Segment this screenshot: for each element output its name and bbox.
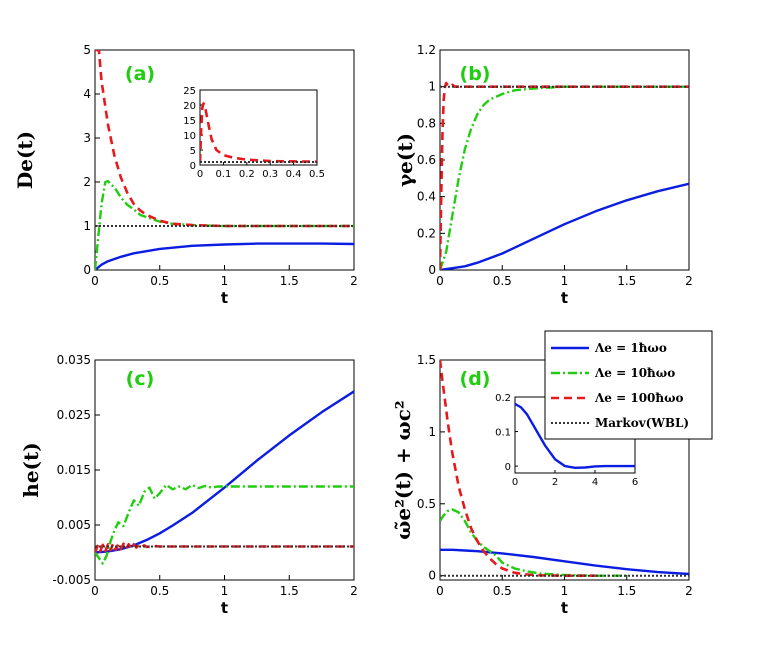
series-line-strong [440, 81, 689, 270]
x-tick-label: 0.5 [493, 274, 512, 288]
x-axis-label: t [561, 599, 568, 617]
inset-x-tick-label: 6 [632, 477, 638, 488]
legend: Λe = 1ħωo Λe = 10ħωo Λe = 100ħωo Markov(WBL… [544, 330, 713, 440]
x-tick-label: 0.5 [150, 584, 169, 598]
x-tick-label: 0 [91, 584, 99, 598]
panel-label: (a) [125, 63, 155, 85]
inset-y-tick-label: 25 [183, 86, 196, 97]
series-line-medium [95, 483, 354, 565]
inset-y-tick-label: 0 [190, 161, 196, 172]
y-axis-label: ω̃e²(t) + ωc² [391, 400, 415, 539]
y-tick-label: 0.035 [57, 353, 91, 367]
inset-x-tick-label: 0.4 [286, 169, 302, 180]
series-line-weak [440, 548, 689, 576]
x-tick-label: 0 [436, 584, 444, 598]
y-axis-label: he(t) [19, 442, 43, 497]
y-tick-label: 0.5 [417, 497, 436, 511]
y-tick-label: 0 [428, 569, 436, 583]
inset-x-tick-label: 2 [552, 477, 558, 488]
inset-y-tick-label: 20 [183, 101, 196, 112]
x-tick-label: 1 [221, 584, 229, 598]
x-tick-label: 1.5 [617, 584, 636, 598]
x-axis-label: t [561, 289, 568, 307]
legend-entry-label: Markov(WBL) [595, 416, 689, 430]
y-axis-label: γe(t) [393, 133, 417, 187]
y-tick-label: 1 [428, 425, 436, 439]
series-line-medium [440, 85, 689, 270]
y-tick-label: 1 [83, 219, 91, 233]
panel-label: (b) [460, 63, 491, 85]
y-axis-label: De(t) [13, 131, 37, 189]
y-tick-label: 1.2 [417, 43, 436, 57]
inset-plot: 0 0.1 0.2 0.3 0.4 0.5 0 5 10 15 20 25 [183, 86, 325, 180]
x-tick-label: 0.5 [150, 274, 169, 288]
inset-y-tick-label: 15 [183, 116, 196, 127]
y-tick-label: 5 [83, 43, 91, 57]
x-tick-label: 1 [221, 274, 229, 288]
inset-x-tick-label: 0.1 [215, 169, 231, 180]
panel-c: 0 0.5 1 1.5 2 -0.005 0.005 0.015 0.025 0.035 t he(t… [19, 353, 358, 617]
y-tick-label: 0.6 [417, 153, 436, 167]
y-tick-label: 1 [428, 80, 436, 94]
series-line-weak [95, 242, 354, 270]
x-tick-label: 1.5 [280, 584, 299, 598]
inset-y-tick-label: 10 [183, 131, 196, 142]
inset-series-line-weak [515, 402, 635, 469]
y-tick-label: 1.5 [417, 353, 436, 367]
series-line-strong [440, 360, 596, 578]
inset-series-line-strong [200, 102, 317, 163]
x-tick-label: 2 [350, 274, 358, 288]
x-axis-label: t [221, 289, 228, 307]
x-tick-label: 2 [350, 584, 358, 598]
legend-entry-label: Λe = 10ħωo [594, 366, 675, 380]
panel-label: (d) [460, 368, 491, 390]
series-line-weak [440, 182, 689, 270]
inset-x-tick-label: 4 [592, 477, 598, 488]
y-tick-label: 0.005 [57, 518, 91, 532]
inset-x-tick-label: 0.3 [262, 169, 278, 180]
inset-y-tick-label: 0.2 [495, 393, 511, 404]
y-tick-label: 0.015 [57, 463, 91, 477]
x-tick-label: 0 [436, 274, 444, 288]
y-tick-label: 4 [83, 87, 91, 101]
inset-y-tick-label: 0.1 [495, 428, 511, 439]
legend-entry-label: Λe = 100ħωo [594, 391, 684, 405]
x-axis-label: t [221, 599, 228, 617]
y-tick-label: 0.2 [417, 226, 436, 240]
inset-x-tick-label: 0 [512, 477, 518, 488]
inset-x-tick-label: 0 [197, 169, 203, 180]
y-tick-label: 0.025 [57, 408, 91, 422]
inset-y-tick-label: 5 [190, 146, 196, 157]
inset-axes-frame [199, 89, 318, 166]
y-tick-label: 0 [83, 263, 91, 277]
y-tick-label: 3 [83, 131, 91, 145]
x-tick-label: 0.5 [493, 584, 512, 598]
x-tick-label: 1.5 [280, 274, 299, 288]
x-tick-label: 2 [685, 584, 693, 598]
y-tick-label: 0.8 [417, 116, 436, 130]
series-line-medium [440, 508, 627, 577]
x-tick-label: 0 [91, 274, 99, 288]
inset-x-tick-label: 0.2 [239, 169, 255, 180]
inset-y-tick-label: 0 [505, 462, 511, 473]
y-tick-label: 2 [83, 175, 91, 189]
panel-b: 0 0.5 1 1.5 2 0 0.2 0.4 0.6 0.8 1 1.2 t γe(t) (b) [393, 43, 693, 307]
x-tick-label: 1 [561, 584, 569, 598]
y-tick-label: -0.005 [52, 573, 91, 587]
inset-x-tick-label: 0.5 [309, 169, 325, 180]
panel-label: (c) [126, 368, 155, 390]
x-tick-label: 2 [685, 274, 693, 288]
x-tick-label: 1 [561, 274, 569, 288]
x-tick-label: 1.5 [617, 274, 636, 288]
series-line-medium [95, 179, 354, 270]
y-tick-label: 0.4 [417, 190, 436, 204]
y-tick-label: 0 [428, 263, 436, 277]
legend-entry-label: Λe = 1ħωo [594, 341, 667, 355]
series-line-strong [95, 50, 354, 228]
